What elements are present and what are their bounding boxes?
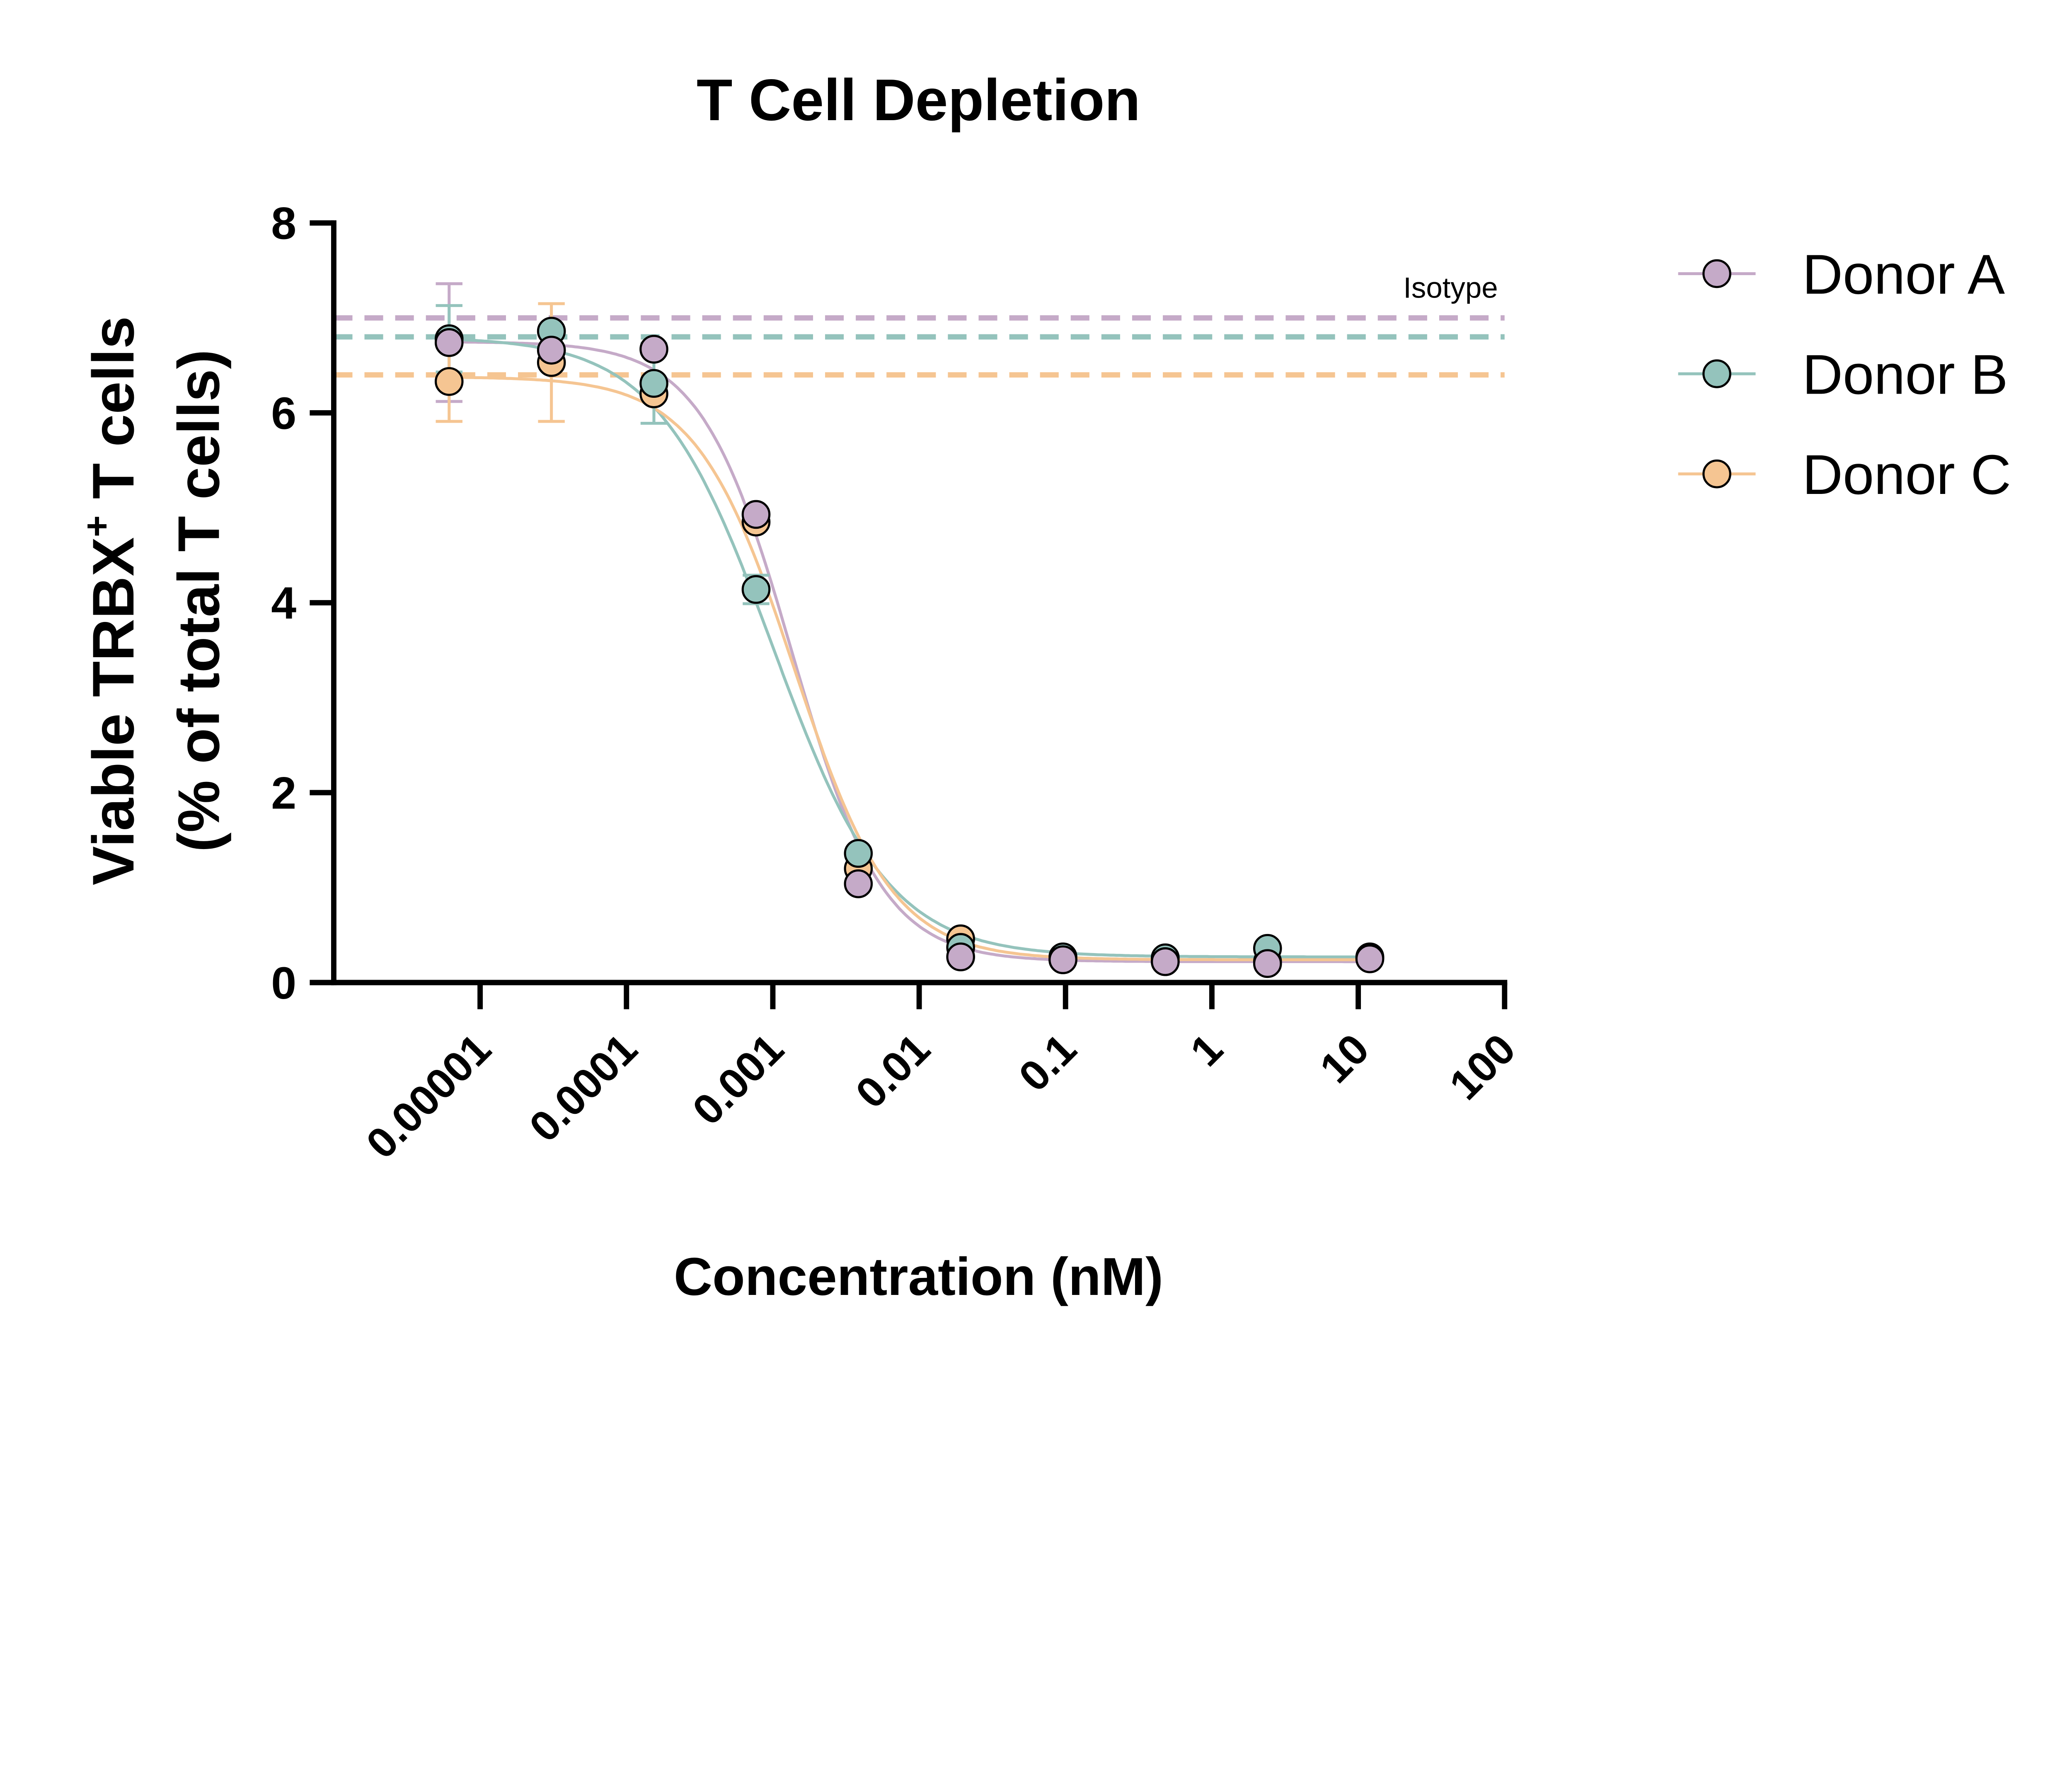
y-tick-label: 2: [271, 768, 296, 819]
data-point: [844, 839, 873, 868]
data-point: [946, 942, 975, 972]
data-point: [434, 367, 464, 396]
data-point: [844, 869, 873, 898]
data-point: [434, 328, 464, 357]
legend-label: Donor A: [1802, 243, 2005, 306]
y-label-line2: (% of total T cells): [166, 349, 232, 852]
y-label-end: T cells: [81, 316, 146, 515]
x-tick-label: 0.00001: [357, 1025, 500, 1168]
y-tick-label: 0: [271, 958, 296, 1009]
data-point: [741, 575, 771, 604]
x-tick-label: 0.0001: [520, 1025, 646, 1151]
legend-marker: [1702, 459, 1731, 489]
svg-text:Viable TRBX+ T cells: Viable TRBX+ T cells: [76, 316, 146, 886]
data-point: [537, 336, 566, 365]
x-tick-label: 0.001: [683, 1025, 793, 1134]
x-tick-label: 10: [1311, 1025, 1378, 1092]
data-point: [639, 369, 668, 398]
plot-area: Isotype 0 2 4 6 8 0.00001 0.0001 0.001 0.01 0.1 1 10…: [271, 198, 1524, 1168]
y-label-sup: +: [76, 515, 118, 537]
data-point: [741, 500, 771, 529]
legend-marker: [1702, 259, 1731, 288]
x-tick-label: 1: [1181, 1025, 1232, 1075]
data-point: [1048, 945, 1077, 974]
legend-marker: [1702, 359, 1731, 388]
legend-label: Donor B: [1802, 343, 2008, 406]
data-point: [1253, 949, 1282, 978]
dose-response-chart: T Cell Depletion Viable TRBX+ T cells (%…: [76, 68, 2011, 1307]
x-tick-label: 0.01: [847, 1025, 939, 1117]
fit-curve: [449, 338, 1368, 958]
y-tick-label: 8: [271, 198, 296, 249]
x-tick-label: 100: [1440, 1025, 1525, 1109]
x-tick-label: 0.1: [1009, 1025, 1085, 1101]
legend: Donor A Donor B Donor C: [1678, 243, 2011, 506]
y-label-main: Viable TRBX: [81, 537, 146, 885]
data-point: [1355, 944, 1385, 973]
x-axis-label: Concentration (nM): [674, 1247, 1163, 1307]
fit-curve: [449, 375, 1368, 961]
legend-label: Donor C: [1802, 443, 2011, 506]
chart-title: T Cell Depletion: [697, 68, 1140, 133]
fit-curve: [449, 340, 1368, 963]
data-point: [639, 334, 668, 364]
data-point: [1151, 947, 1180, 976]
y-tick-label: 4: [271, 578, 296, 629]
y-axis-label: Viable TRBX+ T cells (% of total T cells…: [76, 316, 232, 886]
isotype-label: Isotype: [1403, 271, 1498, 304]
y-tick-label: 6: [271, 388, 296, 439]
